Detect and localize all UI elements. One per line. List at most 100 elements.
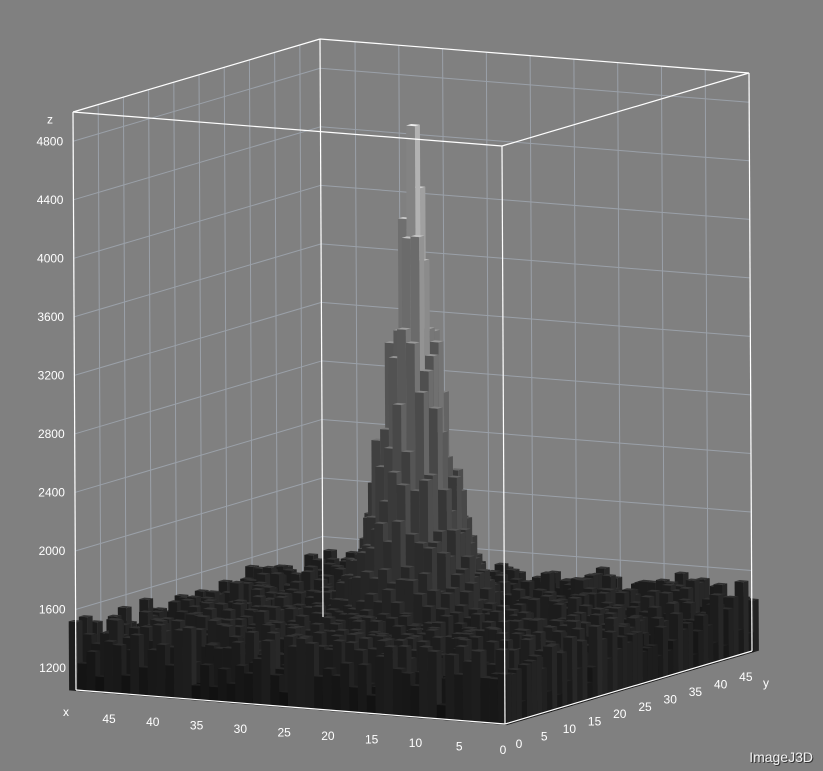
surface-bar-top	[229, 581, 244, 584]
surface-layer	[68, 124, 759, 726]
surface-bar-front	[668, 649, 674, 678]
surface-bar-top	[496, 580, 511, 583]
surface-bar-top	[505, 568, 520, 571]
surface-bar-top	[584, 573, 599, 576]
grid-line-y	[299, 44, 304, 623]
grid-line-y	[148, 89, 153, 668]
surface-bar-top	[629, 601, 644, 604]
surface-bar-top	[245, 564, 259, 567]
grid-line-y	[122, 97, 127, 676]
surface-bar-top	[194, 589, 209, 592]
surface-bar-top	[262, 565, 277, 568]
surface-bar-top	[679, 586, 694, 589]
surface-bar-top	[602, 574, 616, 577]
surface-bar-top	[218, 579, 233, 582]
surface-bar-top	[274, 564, 288, 567]
surface-bar-top	[330, 564, 345, 567]
surface-bar-top	[662, 583, 676, 586]
grid-line-z	[73, 67, 321, 142]
surface-bar-top	[304, 553, 319, 556]
surface-bar-top	[301, 570, 316, 573]
grid-line-y	[274, 52, 279, 631]
grid-line-x	[704, 69, 709, 648]
grid-line-z	[320, 67, 750, 103]
grid-line-x	[485, 52, 490, 631]
surface-bar-top	[685, 578, 700, 581]
grid-line-x	[354, 41, 359, 620]
surface-bar-top	[595, 566, 610, 569]
surface-bar-front	[683, 628, 689, 673]
surface-bar-top	[520, 580, 535, 583]
grid-line-z	[320, 184, 750, 220]
surface-bar-top	[325, 557, 340, 560]
surface-bar-top	[575, 593, 590, 596]
grid-line-z	[73, 243, 322, 318]
surface-bar-front	[743, 580, 749, 656]
grid-line-x	[660, 66, 665, 645]
surface-bar-front	[708, 624, 714, 666]
surface-bar-top	[345, 550, 360, 554]
grid-line-z	[73, 184, 321, 259]
surface-bar-top	[320, 574, 335, 577]
surface-bar-top	[695, 577, 710, 580]
surface-bar-top	[615, 591, 630, 594]
surface-bar-front	[688, 622, 694, 672]
grid-line-x	[617, 62, 622, 641]
surface-bar-front	[703, 614, 709, 667]
surface-bar-top	[559, 579, 574, 582]
surface-bar-front	[673, 639, 679, 676]
grid-line-z	[320, 126, 750, 162]
surface-bar-top	[601, 588, 616, 591]
surface-bar-top	[323, 548, 337, 552]
surface-bar-top	[509, 577, 524, 580]
surface-bar-top	[320, 585, 334, 589]
surface-bar-top	[646, 589, 661, 592]
surface-bar-top	[724, 595, 739, 598]
surface-bar-top	[621, 588, 636, 591]
grid-line-z	[74, 360, 322, 435]
surface-bar-top	[585, 592, 600, 595]
surface-bar-top	[655, 578, 670, 581]
surface-bar-top	[256, 572, 271, 575]
surface-bar-top	[713, 582, 728, 585]
surface-bar-top	[290, 572, 305, 575]
surface-bar-front	[723, 644, 729, 661]
surface-bar-top	[334, 567, 348, 570]
surface-bar-top	[270, 572, 284, 575]
grid-line-z	[75, 477, 323, 552]
surface-bar-top	[253, 581, 268, 584]
surface-bar-front	[738, 629, 744, 657]
grid-line-y	[97, 104, 102, 683]
surface-bar-top	[533, 588, 547, 591]
surface-bar-front	[728, 608, 734, 660]
grid-line-z	[74, 418, 323, 493]
surface-bar-front	[662, 626, 669, 679]
surface-bar-top	[290, 580, 304, 583]
surface-bar-top	[574, 578, 589, 581]
surface-bar-front	[733, 596, 739, 659]
surface-bar-front	[748, 632, 754, 654]
grid-line-z	[74, 301, 322, 376]
surface-bar-front	[647, 647, 653, 684]
surface-bar-top	[664, 581, 679, 584]
surface-bar-top	[261, 585, 275, 588]
surface-bar-top	[306, 589, 320, 592]
surface-bar-top	[734, 580, 749, 583]
grid-line-z	[321, 301, 751, 337]
surface-bar-front	[658, 655, 664, 681]
surface-bar-top	[494, 562, 509, 565]
surface-bar-top	[174, 594, 189, 597]
grid-line-x	[529, 55, 534, 634]
surface-bar-top	[540, 571, 555, 574]
surface-bar-top	[282, 568, 297, 571]
grid-line-y	[223, 67, 228, 646]
surface-bar-front	[698, 630, 704, 669]
surface-bar-top	[264, 591, 279, 594]
surface-bar-top	[304, 565, 318, 568]
surface-bar-top	[251, 587, 265, 591]
grid-line-z	[321, 243, 751, 279]
surface-bar-top	[240, 577, 254, 580]
grid-line-x	[573, 59, 578, 638]
